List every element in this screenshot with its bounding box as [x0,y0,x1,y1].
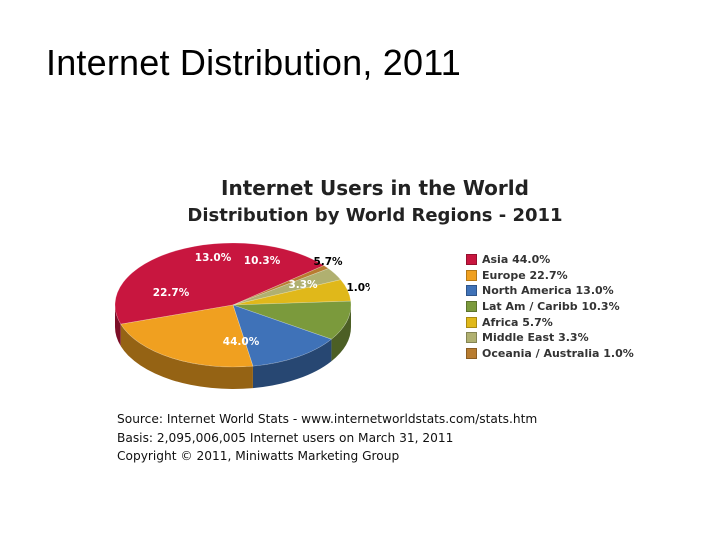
source-note: Source: Internet World Stats - www.inter… [117,410,537,466]
legend-swatch [466,332,477,344]
pie-value-label: 3.3% [288,279,318,291]
legend-swatch [466,347,477,359]
legend-swatch [466,285,477,297]
pie-slice-side [120,324,253,389]
pie-slice-side [115,305,121,347]
pie-slice [232,304,333,367]
legend-swatch [466,254,477,266]
slide-title: Internet Distribution, 2011 [46,42,461,83]
legend-label: Europe 22.7% [482,268,568,282]
pie-value-label: 10.3% [244,255,281,267]
chart-title: Internet Users in the World [221,176,529,200]
pie-value-label: 44.0% [223,336,260,348]
legend-item: Africa 5.7% [466,314,634,330]
legend-label: Middle East 3.3% [482,331,589,345]
pie-slice [232,279,352,306]
pie-slice [232,265,330,306]
pie-slice [120,304,254,368]
copyright-line: Copyright © 2011, Miniwatts Marketing Gr… [117,449,400,463]
legend-item: North America 13.0% [466,283,634,299]
legend-label: Africa 5.7% [482,315,553,329]
pie-value-label: 13.0% [195,252,232,264]
legend-label: North America 13.0% [482,284,614,298]
pie-value-label: 1.0% [346,282,370,294]
legend-item: Lat Am / Caribb 10.3% [466,299,634,315]
source-line: Source: Internet World Stats - www.inter… [117,412,538,426]
legend-swatch [466,301,477,313]
legend-swatch [466,316,477,328]
legend-item: Asia 44.0% [466,252,634,268]
legend-item: Middle East 3.3% [466,330,634,346]
pie-slice [232,300,352,340]
pie-value-label: 22.7% [153,287,190,299]
legend-swatch [466,269,477,281]
chart-legend: Asia 44.0% Europe 22.7% North America 13.0… [466,252,634,361]
pie-slice [114,242,325,325]
pie-slice-side [331,305,351,362]
pie-value-label: 5.7% [313,256,343,268]
pie-slice [232,268,342,306]
basis-line: Basis: 2,095,006,005 Internet users on M… [117,430,454,445]
legend-label: Lat Am / Caribb 10.3% [482,300,620,314]
pie-slice-side [252,339,332,389]
legend-item: Europe 22.7% [466,268,634,284]
pie-chart: 44.0% 1.0% 3.3% 5.7% 10.3% 13.0% 22.7% [114,242,370,389]
legend-item: Oceania / Australia 1.0% [466,346,634,362]
legend-label: Oceania / Australia 1.0% [482,346,634,360]
chart-subtitle: Distribution by World Regions - 2011 [187,205,563,226]
legend-label: Asia 44.0% [482,253,551,267]
